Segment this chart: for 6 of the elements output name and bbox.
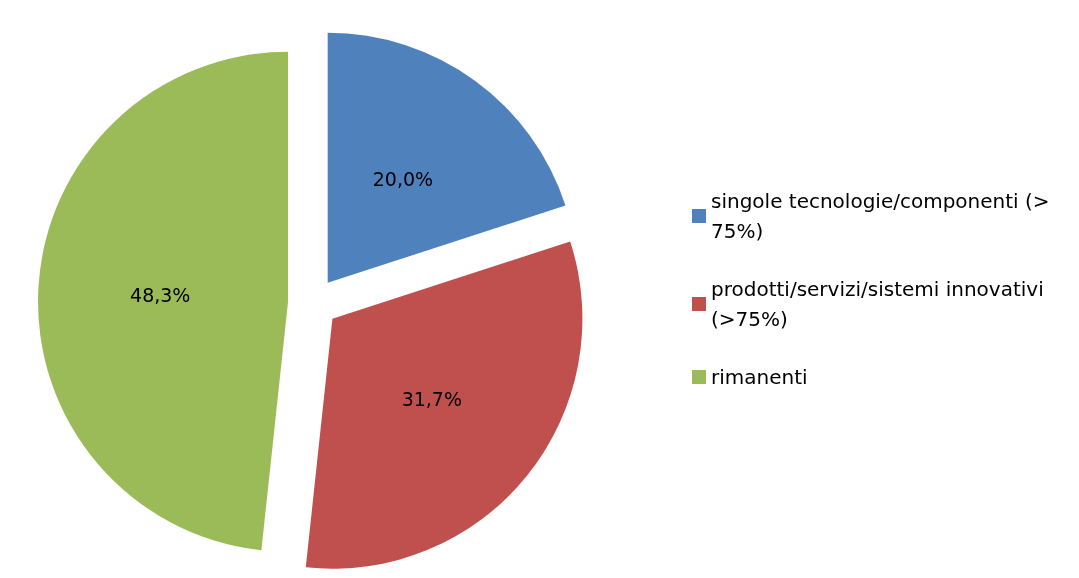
- data-label: 48,3%: [130, 283, 191, 306]
- legend-label: rimanenti: [711, 365, 808, 389]
- legend-label: prodotti/servizi/sistemi innovativi (>75%): [711, 277, 1051, 331]
- legend-label: singole tecnologie/componenti (> 75%): [711, 189, 1056, 243]
- data-label: 31,7%: [401, 388, 462, 411]
- data-label: 20,0%: [372, 168, 434, 191]
